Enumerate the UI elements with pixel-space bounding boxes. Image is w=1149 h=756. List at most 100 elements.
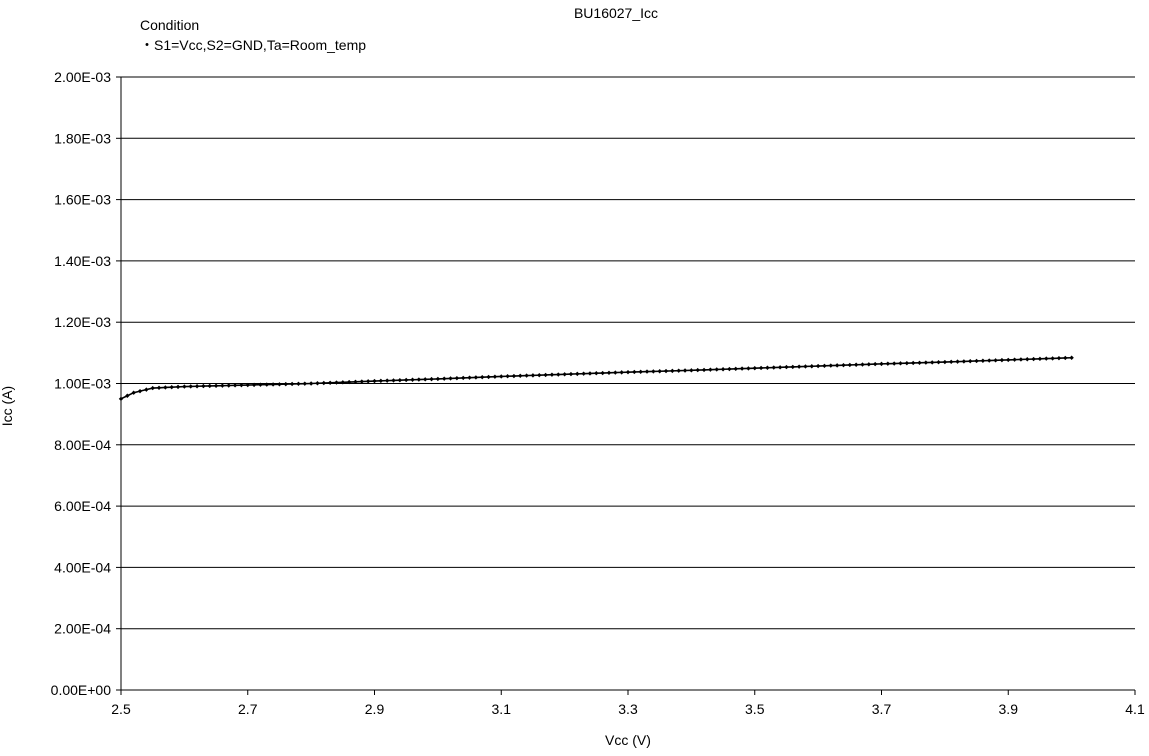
data-point xyxy=(657,369,662,374)
data-point xyxy=(790,364,795,370)
data-point xyxy=(1069,355,1074,360)
data-point xyxy=(239,382,244,388)
data-point xyxy=(739,366,745,371)
y-tick-label: 4.00E-04 xyxy=(54,559,111,575)
data-point xyxy=(1018,357,1024,362)
data-point xyxy=(435,376,441,382)
label-layer: BU16027_Icc Condition ・S1=Vcc,S2=GND,Ta=… xyxy=(0,5,658,748)
data-point xyxy=(397,377,403,383)
data-point xyxy=(556,372,561,377)
data-point xyxy=(473,375,479,380)
y-tick-label: 6.00E-04 xyxy=(54,498,111,514)
x-tick-label: 3.9 xyxy=(999,701,1019,717)
data-point xyxy=(365,379,371,384)
data-point xyxy=(917,360,922,365)
data-point xyxy=(340,380,346,385)
data-point xyxy=(188,384,193,389)
data-point xyxy=(492,374,498,379)
data-point xyxy=(663,368,669,374)
x-tick-label: 3.5 xyxy=(745,701,765,717)
data-point xyxy=(543,372,548,378)
data-point xyxy=(131,390,136,395)
data-point xyxy=(384,378,390,383)
data-point xyxy=(651,369,656,374)
x-tick-label: 3.1 xyxy=(492,701,512,717)
data-point xyxy=(847,362,853,368)
data-point xyxy=(701,367,707,373)
data-point xyxy=(1037,356,1043,362)
data-point xyxy=(670,368,675,374)
data-point xyxy=(727,366,732,372)
data-point xyxy=(594,371,599,376)
data-point xyxy=(822,363,827,369)
data-point xyxy=(410,377,415,382)
data-point xyxy=(758,365,764,371)
data-point xyxy=(1006,357,1011,363)
y-tick-label: 1.40E-03 xyxy=(54,253,111,269)
data-point xyxy=(137,388,143,394)
data-point xyxy=(708,367,713,372)
data-point xyxy=(1056,355,1062,361)
data-point xyxy=(213,383,219,388)
y-tick-label: 2.00E-04 xyxy=(54,621,111,637)
data-point xyxy=(961,359,967,364)
data-point xyxy=(518,373,523,379)
data-point xyxy=(150,385,155,391)
data-point xyxy=(587,371,593,376)
data-point xyxy=(714,367,719,372)
data-point xyxy=(486,374,491,380)
data-point xyxy=(423,377,428,382)
data-point xyxy=(346,379,352,385)
series-layer xyxy=(118,355,1074,402)
data-point xyxy=(283,381,288,387)
data-point xyxy=(327,380,333,385)
data-point xyxy=(568,371,574,377)
x-tick-label: 2.9 xyxy=(365,701,385,717)
data-point xyxy=(581,371,586,376)
x-axis-title: Vcc (V) xyxy=(605,732,651,748)
grid-layer xyxy=(121,76,1135,630)
data-point xyxy=(695,367,700,373)
y-tick-label: 2.00E-03 xyxy=(54,69,111,85)
data-point xyxy=(156,385,162,390)
data-point xyxy=(511,373,517,379)
data-point xyxy=(606,370,612,376)
data-point xyxy=(828,363,833,368)
data-point xyxy=(277,382,282,387)
data-point xyxy=(853,362,859,367)
data-point xyxy=(251,382,257,388)
x-tick-label: 2.7 xyxy=(238,701,258,717)
data-point xyxy=(144,387,149,392)
data-point xyxy=(632,369,637,375)
data-point xyxy=(720,367,726,372)
data-point xyxy=(752,365,757,371)
data-point xyxy=(226,383,231,388)
data-point xyxy=(258,382,263,387)
data-point xyxy=(904,360,910,366)
data-point xyxy=(777,365,783,370)
data-point xyxy=(524,373,529,378)
data-point xyxy=(885,361,891,366)
data-point xyxy=(448,376,453,381)
data-point xyxy=(891,361,897,366)
data-point xyxy=(194,384,200,389)
x-tick-label: 3.3 xyxy=(618,701,638,717)
x-tick-label: 4.1 xyxy=(1125,701,1145,717)
data-point xyxy=(619,370,624,375)
data-point xyxy=(910,360,916,366)
data-point xyxy=(676,368,681,373)
data-point xyxy=(949,359,954,365)
data-point xyxy=(625,369,631,375)
data-point xyxy=(416,377,422,382)
y-tick-label: 8.00E-04 xyxy=(54,437,111,453)
data-point xyxy=(936,360,941,365)
data-point xyxy=(1044,356,1049,361)
data-point xyxy=(334,380,339,385)
data-point xyxy=(815,363,821,369)
data-point xyxy=(600,370,605,376)
data-point xyxy=(999,357,1005,363)
axis-layer: 0.00E+00 2.00E-04 4.00E-04 6.00E-04 8.00E-04… xyxy=(51,69,1145,717)
data-point xyxy=(359,379,365,384)
data-point xyxy=(549,372,555,377)
